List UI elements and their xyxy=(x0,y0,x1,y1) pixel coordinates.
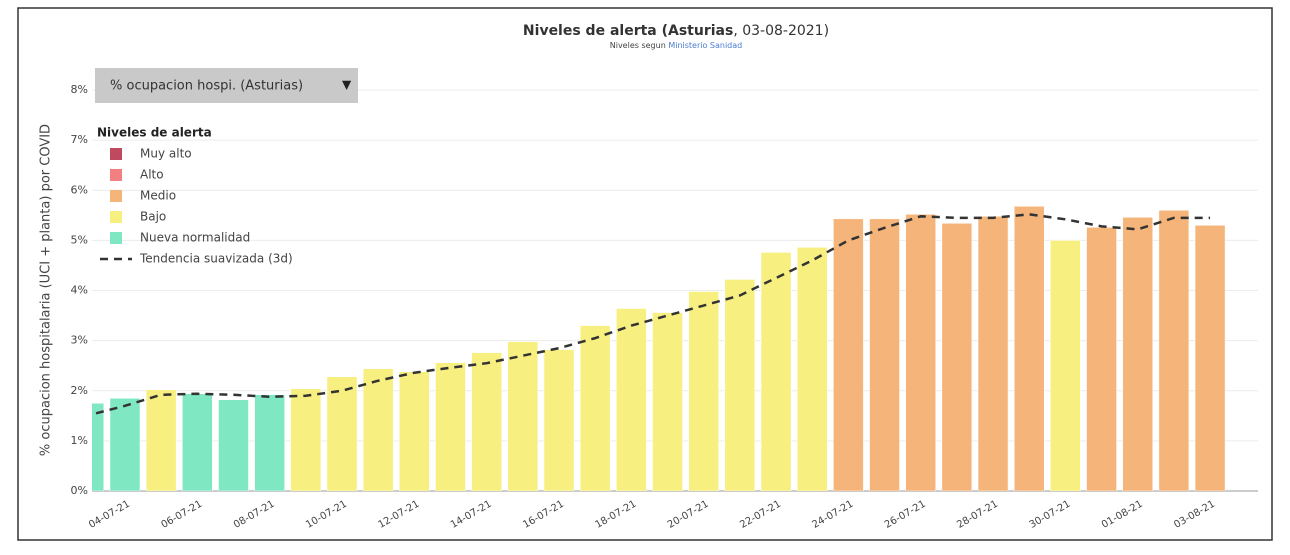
bar xyxy=(182,393,213,491)
subtitle: Niveles segun Ministerio Sanidad xyxy=(610,41,743,50)
legend-label: Alto xyxy=(140,168,164,182)
bar xyxy=(290,388,322,491)
y-tick-label: 5% xyxy=(71,233,88,246)
title-rest: , 03-08-2021) xyxy=(733,23,829,39)
bar xyxy=(218,399,249,491)
subtitle-link[interactable]: Ministerio Sanidad xyxy=(668,41,742,50)
legend-swatch xyxy=(110,148,122,160)
title-bold: Niveles de alerta (Asturias xyxy=(523,23,733,39)
y-tick-label: 4% xyxy=(71,284,88,297)
legend-label: Bajo xyxy=(140,210,166,224)
bar xyxy=(1086,227,1117,491)
bar xyxy=(1013,206,1045,491)
y-tick-label: 6% xyxy=(71,183,88,196)
y-tick-label: 0% xyxy=(71,484,88,497)
legend-swatch xyxy=(110,211,122,223)
bar xyxy=(579,325,611,491)
legend-swatch xyxy=(110,232,122,244)
dropdown-box[interactable] xyxy=(95,68,358,103)
bar xyxy=(92,403,105,491)
bar xyxy=(724,279,756,491)
dropdown[interactable]: % ocupacion hospi. (Asturias) ▼ xyxy=(95,68,358,103)
legend-swatch xyxy=(110,190,122,202)
bar xyxy=(1158,210,1190,491)
subtitle-text: Niveles segun xyxy=(610,41,666,50)
y-tick-label: 8% xyxy=(71,83,88,96)
bar xyxy=(760,252,792,491)
bar xyxy=(688,291,719,491)
dropdown-arrow[interactable]: ▼ xyxy=(342,78,352,92)
bar xyxy=(326,376,358,491)
bar xyxy=(145,389,177,491)
bar xyxy=(399,371,430,491)
bar xyxy=(507,341,539,491)
bar xyxy=(362,368,394,491)
bar xyxy=(905,214,936,491)
bar xyxy=(941,223,973,491)
bar xyxy=(543,349,575,491)
legend-swatch xyxy=(110,169,122,181)
bar xyxy=(1122,217,1153,491)
bar xyxy=(435,362,466,491)
y-tick-label: 2% xyxy=(71,384,88,397)
bar xyxy=(652,312,683,491)
legend-label: Tendencia suavizada (3d) xyxy=(139,252,293,266)
bar xyxy=(616,308,647,491)
y-tick-label: 3% xyxy=(71,334,88,347)
legend-label: Medio xyxy=(140,189,176,203)
trend-line xyxy=(95,213,1211,415)
bar xyxy=(796,247,828,491)
legend-title: Niveles de alerta xyxy=(97,126,212,140)
bar xyxy=(869,218,900,491)
bar xyxy=(109,398,141,491)
bar xyxy=(254,394,285,491)
bar xyxy=(471,352,502,491)
bar xyxy=(977,216,1009,491)
bar xyxy=(1050,240,1081,491)
legend-label: Muy alto xyxy=(140,147,192,161)
bar xyxy=(1194,225,1226,491)
bar xyxy=(833,218,864,491)
y-axis-label: % ocupacion hospitalaria (UCI + planta) … xyxy=(39,124,54,456)
chart-title: Niveles de alerta (Asturias, 03-08-2021) xyxy=(523,23,829,39)
y-tick-label: 7% xyxy=(71,133,88,146)
y-tick-label: 1% xyxy=(71,434,88,447)
dropdown-label[interactable]: % ocupacion hospi. (Asturias) xyxy=(110,79,303,94)
legend-label: Nueva normalidad xyxy=(140,231,250,245)
